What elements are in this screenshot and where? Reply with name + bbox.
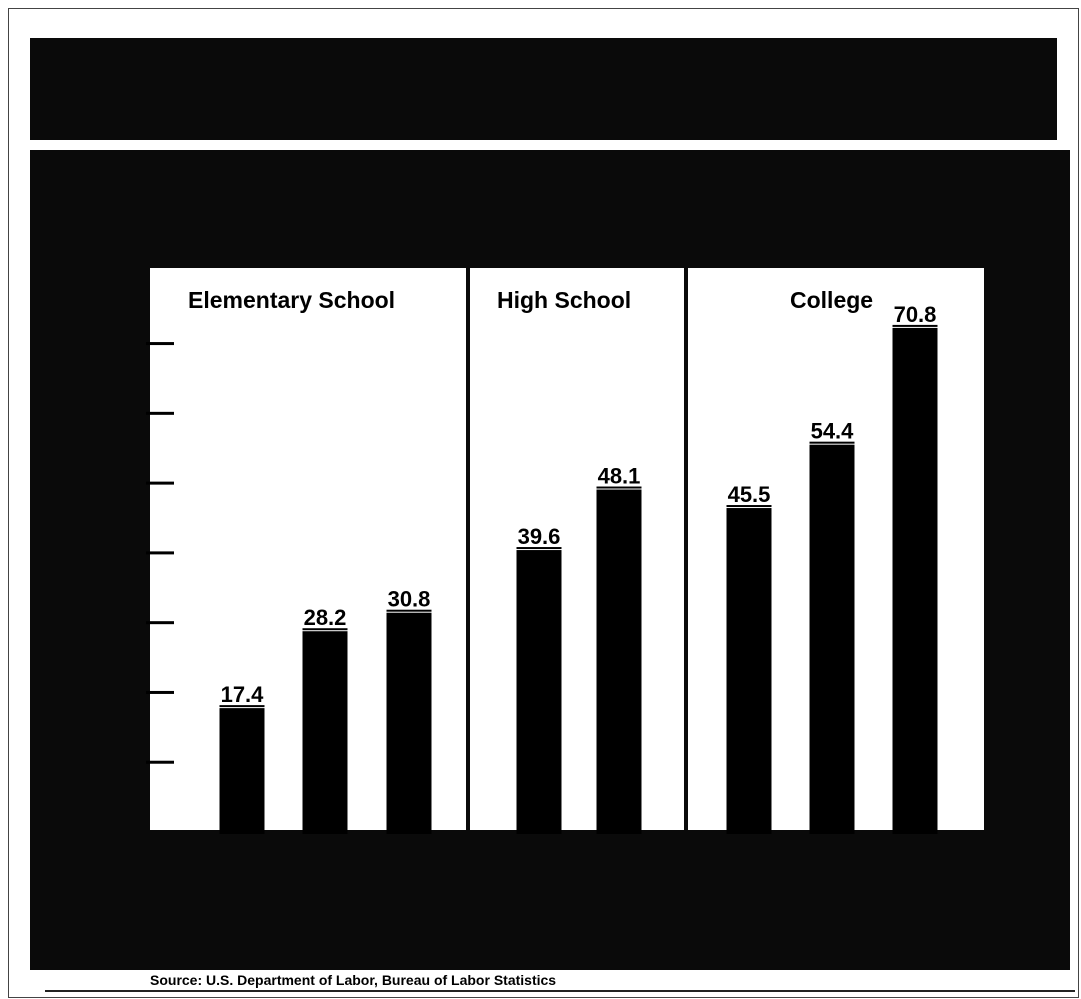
label-underline — [596, 486, 642, 489]
label-underline — [516, 547, 562, 550]
y-axis-ticks — [146, 342, 174, 764]
group-label: Elementary School — [188, 287, 395, 313]
bottom-rule — [45, 990, 1075, 992]
data-label: 39.6 — [518, 524, 561, 549]
y-tick — [146, 621, 174, 625]
y-tick — [146, 342, 174, 346]
group-label: College — [790, 287, 873, 313]
data-label: 30.8 — [388, 587, 431, 612]
label-underline — [219, 705, 265, 708]
y-tick — [146, 411, 174, 415]
bar — [726, 508, 772, 834]
label-underline — [386, 609, 432, 612]
header-band — [30, 38, 1057, 140]
data-label: 54.4 — [811, 419, 855, 444]
group-label: High School — [497, 287, 631, 313]
bars — [219, 324, 938, 834]
data-label: 70.8 — [894, 302, 937, 327]
bar — [892, 327, 938, 834]
labels: Elementary School 17.4 28.2 30.8 High School… — [188, 287, 936, 707]
bar — [219, 708, 265, 834]
y-tick — [146, 690, 174, 694]
header-divider — [30, 140, 1057, 150]
bar — [516, 550, 562, 834]
y-tick — [146, 481, 174, 485]
bar — [596, 489, 642, 834]
label-underline — [892, 324, 938, 327]
bar — [302, 631, 348, 834]
y-tick — [146, 551, 174, 555]
label-underline — [726, 505, 772, 508]
data-label: 45.5 — [728, 482, 771, 507]
group-panel — [470, 268, 684, 830]
data-label: 48.1 — [598, 464, 641, 489]
data-label: 17.4 — [221, 682, 265, 707]
bar — [386, 612, 432, 834]
label-underline — [302, 628, 348, 631]
group-panels — [150, 268, 984, 830]
source-note: Source: U.S. Department of Labor, Bureau… — [150, 972, 557, 988]
data-label: 28.2 — [304, 605, 347, 630]
bar — [809, 444, 855, 834]
label-underline — [809, 441, 855, 444]
y-tick — [146, 760, 174, 764]
